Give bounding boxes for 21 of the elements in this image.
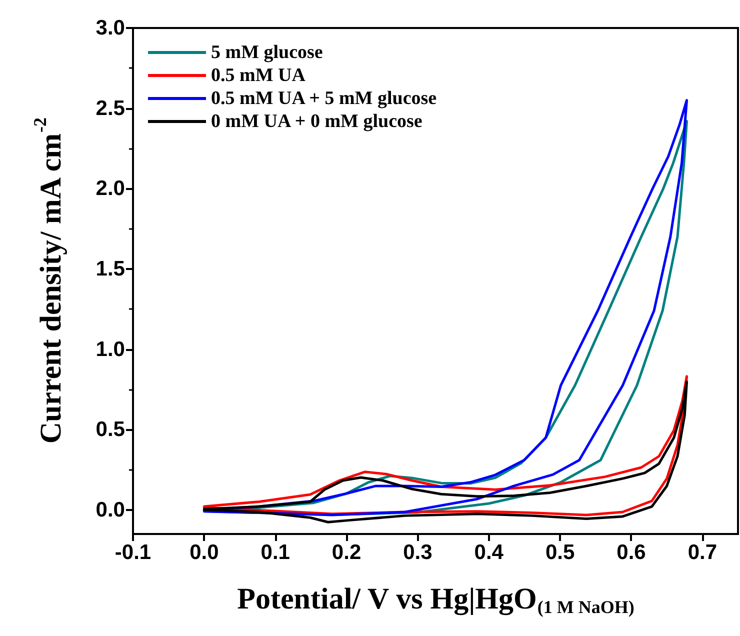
y-tick-label: 3.0 (96, 16, 125, 40)
x-tick-label: 0.7 (688, 541, 718, 564)
x-tick-label: 0.5 (545, 541, 575, 564)
x-tick-label: 0.2 (332, 541, 362, 564)
x-tick-label: 0.0 (190, 541, 219, 564)
y-tick-label: 1.0 (96, 338, 125, 361)
legend-label: 0.5 mM UA + 5 mM glucose (211, 88, 437, 109)
x-tick-label: 0.4 (474, 541, 504, 564)
y-tick-label: 0.0 (96, 498, 125, 522)
y-tick-label: 1.5 (96, 257, 126, 280)
x-tick-label: 0.3 (403, 541, 432, 564)
x-tick-label: 0.6 (616, 541, 646, 564)
y-tick-label: 0.5 (96, 418, 126, 442)
y-tick-label: 2.0 (96, 177, 125, 200)
legend-label: 0 mM UA + 0 mM glucose (211, 111, 422, 132)
legend-label: 0.5 mM UA (211, 65, 306, 86)
x-tick-label: -0.1 (114, 541, 152, 564)
y-tick-label: 2.5 (96, 96, 126, 120)
legend-label: 5 mM glucose (211, 42, 323, 63)
y-axis-title: Current density/ mA cm-2 (30, 118, 68, 444)
x-tick-label: 0.1 (260, 541, 290, 564)
